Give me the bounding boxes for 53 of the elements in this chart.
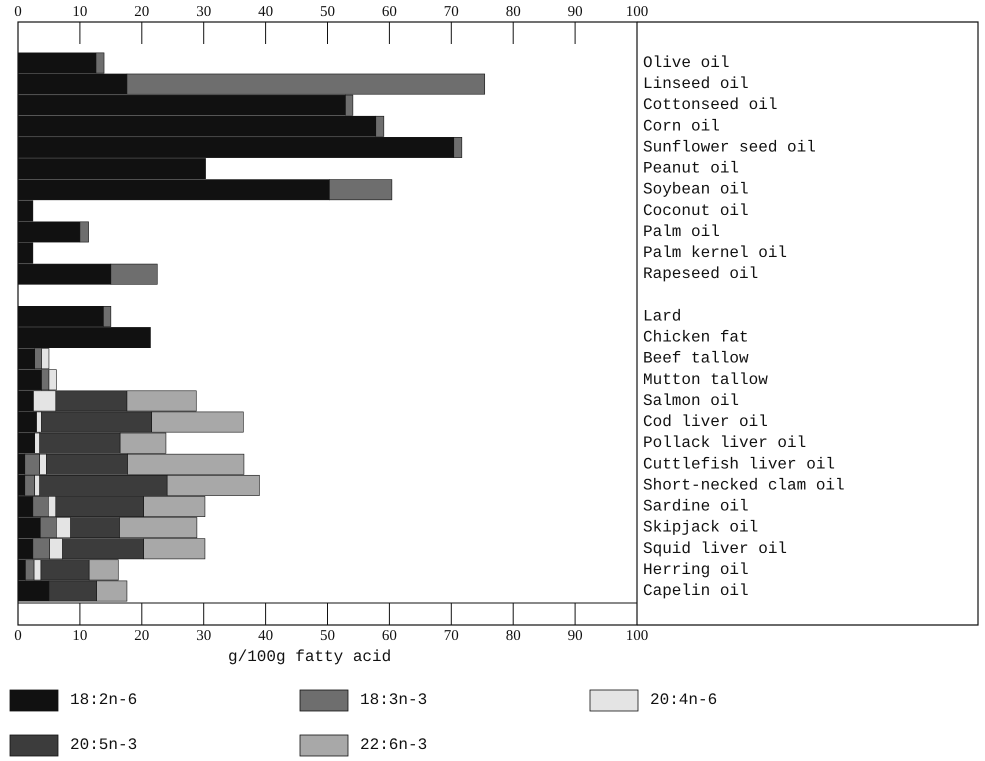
- legend-label: 22:6n-3: [360, 736, 428, 754]
- x-tick-label: 20: [134, 628, 150, 644]
- x-tick-label: 90: [568, 628, 583, 644]
- x2-tick-label: 10: [72, 4, 88, 20]
- x2-tick-label: 0: [14, 4, 22, 20]
- y-tick-label: Beef tallow: [643, 350, 750, 368]
- y-tick-label: Chicken fat: [643, 328, 749, 347]
- y-tick-label: Herring oil: [643, 560, 749, 579]
- x-tick-label: 60: [382, 628, 397, 644]
- y-tick-label: Capelin oil: [643, 582, 749, 600]
- x2-tick-label: 40: [258, 4, 274, 20]
- y-tick-label: Skipjack oil: [643, 518, 758, 537]
- x-tick-label: 10: [72, 628, 88, 644]
- y-tick-label: Lard: [643, 307, 682, 326]
- x2-tick-label: 90: [568, 4, 583, 20]
- x2-tick-label: 30: [196, 4, 212, 20]
- y-tick-label: Cuttlefish liver oil: [643, 455, 836, 474]
- y-tick-label: Olive oil: [643, 54, 730, 72]
- x2-tick-label: 60: [382, 4, 397, 20]
- x2-tick-label: 50: [320, 4, 335, 20]
- legend-label: 20:5n-3: [70, 736, 138, 754]
- x2-tick-label: 70: [444, 4, 459, 20]
- x-axis-title: g/100g fatty acid: [228, 648, 392, 666]
- legend-label: 18:3n-3: [360, 691, 428, 709]
- x-tick-label: 100: [626, 628, 648, 644]
- y-tick-label: Palm kernel oil: [643, 244, 788, 262]
- y-tick-label: Short-necked clam oil: [643, 476, 845, 494]
- y-tick-label: Salmon oil: [643, 392, 740, 410]
- y-tick-label: Peanut oil: [643, 160, 740, 178]
- y-tick-label: Soybean oil: [643, 180, 749, 199]
- y-tick-label: Sardine oil: [643, 498, 749, 516]
- x-tick-label: 40: [258, 628, 274, 644]
- legend-label: 20:4n-6: [650, 691, 718, 709]
- x2-tick-label: 80: [506, 4, 521, 20]
- y-tick-label: Pollack liver oil: [643, 434, 806, 452]
- y-tick-label: Sunflower seed oil: [643, 138, 816, 156]
- legend-label: 18:2n-6: [70, 691, 138, 709]
- y-tick-label: Cottonseed oil: [643, 96, 778, 114]
- x-tick-label: 80: [506, 628, 521, 644]
- y-tick-label: Squid liver oil: [643, 540, 788, 558]
- x2-tick-label: 20: [134, 4, 150, 20]
- x-tick-label: 30: [196, 628, 212, 644]
- x-tick-label: 70: [444, 628, 459, 644]
- y-tick-label: Rapeseed oil: [643, 265, 758, 284]
- y-tick-label: Coconut oil: [643, 202, 749, 220]
- y-tick-label: Linseed oil: [643, 75, 749, 94]
- x-tick-label: 0: [14, 628, 22, 644]
- y-tick-label: Palm oil: [643, 222, 720, 241]
- x2-tick-label: 100: [626, 4, 648, 20]
- y-tick-label: Mutton tallow: [643, 370, 768, 389]
- y-tick-label: Cod liver oil: [643, 413, 768, 432]
- x-tick-label: 50: [320, 628, 335, 644]
- y-tick-label: Corn oil: [643, 117, 720, 136]
